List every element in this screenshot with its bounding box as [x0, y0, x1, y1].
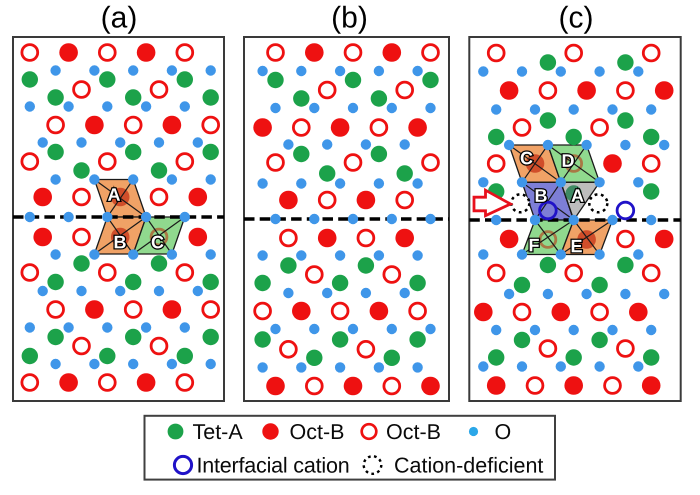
svg-text:B: B: [113, 232, 126, 252]
svg-text:Oct-B: Oct-B: [289, 420, 344, 444]
svg-text:Tet-A: Tet-A: [192, 420, 243, 444]
svg-text:(b): (b): [331, 1, 368, 34]
svg-text:D: D: [561, 151, 574, 171]
svg-text:O: O: [494, 420, 511, 444]
svg-text:Oct-B: Oct-B: [386, 420, 441, 444]
svg-text:A: A: [571, 186, 584, 206]
svg-text:C: C: [151, 232, 164, 252]
svg-text:E: E: [570, 236, 582, 256]
svg-text:Cation-deficient: Cation-deficient: [394, 454, 543, 478]
svg-text:(a): (a): [101, 1, 138, 34]
svg-text:Interfacial cation: Interfacial cation: [196, 454, 349, 478]
svg-text:B: B: [534, 186, 547, 206]
svg-text:C: C: [520, 148, 533, 168]
svg-text:(c): (c): [558, 1, 593, 34]
svg-text:F: F: [528, 235, 539, 255]
svg-text:A: A: [107, 185, 120, 205]
